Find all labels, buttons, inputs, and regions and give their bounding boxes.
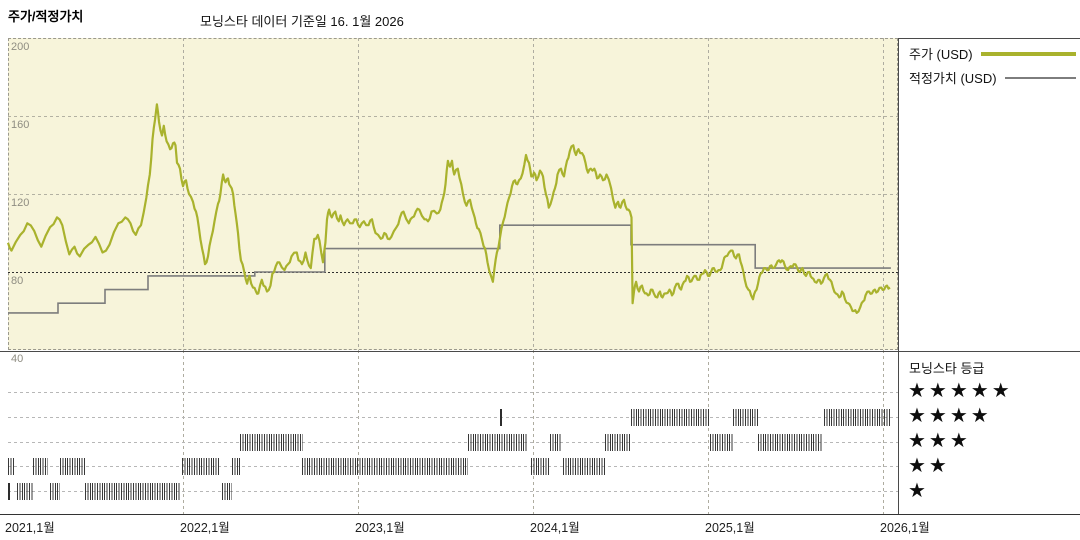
year-gridline-5 [883, 38, 884, 514]
y-axis-label-120: 120 [11, 197, 30, 209]
year-gridline-3 [533, 38, 534, 514]
rating-mark-2star-11 [302, 457, 469, 475]
rating-legend-title: 모닝스타 등급 [909, 361, 985, 376]
rating-mark-2star-5 [59, 457, 85, 475]
rating-mark-3star-19 [709, 433, 734, 451]
rating-mark-1star-1 [8, 482, 10, 500]
legend-item-fair-value[interactable]: 적정가치 (USD) [909, 68, 1076, 87]
star-row-5: ★★★★★ [908, 380, 1013, 402]
year-gridline-2 [358, 38, 359, 514]
x-axis-label-1: 2022,1월 [180, 521, 230, 535]
rating-mark-3star-12 [468, 433, 528, 451]
rating-mark-1star-6 [85, 482, 182, 500]
price-gridline-160 [8, 116, 898, 117]
x-axis-label-3: 2024,1월 [530, 521, 580, 535]
price-gridline-80 [8, 272, 898, 273]
rating-gridline-4star [8, 417, 898, 418]
x-axis-line [0, 514, 1080, 515]
price-line-swatch [980, 51, 1076, 56]
rating-mark-2star-7 [181, 457, 220, 475]
rating-mark-3star-17 [604, 433, 631, 451]
x-axis-label-2: 2023,1월 [355, 521, 405, 535]
price-line [6, 103, 891, 314]
fair-value-line-swatch [1004, 76, 1076, 79]
series-legend-panel: 주가 (USD) 적정가치 (USD) [898, 38, 1080, 351]
star-row-3: ★★★ [908, 430, 971, 452]
section-divider [0, 351, 1080, 352]
star-row-2: ★★ [908, 455, 950, 477]
rating-mark-4star-22 [823, 408, 890, 426]
rating-mark-2star-16 [562, 457, 605, 475]
rating-mark-3star-15 [549, 433, 563, 451]
legend-item-price[interactable]: 주가 (USD) [909, 44, 1076, 63]
x-axis-label-5: 2026,1월 [880, 521, 930, 535]
rating-gridline-3star [8, 442, 898, 443]
star-rows: ★★★★★ ★★★★ ★★★ ★★ ★ [899, 379, 1080, 504]
rating-gridline-1star [8, 491, 898, 492]
rating-mark-2star-9 [232, 457, 241, 475]
y-axis-label-40: 40 [11, 353, 24, 365]
fair-value-legend-label: 적정가치 (USD) [909, 71, 997, 86]
rating-mark-2star-0 [8, 457, 15, 475]
x-axis-label-0: 2021,1월 [5, 521, 55, 535]
rating-mark-4star-18 [631, 408, 710, 426]
rating-mark-3star-21 [758, 433, 824, 451]
chart-title: 주가/적정가치 [8, 9, 84, 24]
rating-gridline-5star [8, 392, 898, 393]
rating-mark-1star-2 [16, 482, 34, 500]
y-axis-label-80: 80 [11, 275, 24, 287]
y-axis-label-160: 160 [11, 119, 30, 131]
rating-mark-1star-4 [50, 482, 60, 500]
rating-legend-panel: 모닝스타 등급 ★★★★★ ★★★★ ★★★ ★★ ★ [898, 352, 1080, 514]
rating-mark-3star-10 [240, 433, 304, 451]
price-gridline-120 [8, 194, 898, 195]
star-row-1: ★ [908, 480, 929, 502]
chart-subtitle: 모닝스타 데이터 기준일 16. 1월 2026 [200, 14, 404, 29]
rating-mark-4star-20 [733, 408, 759, 426]
fair-value-line [8, 224, 891, 314]
star-row-4: ★★★★ [908, 405, 992, 427]
price-legend-label: 주가 (USD) [909, 47, 973, 62]
rating-mark-1star-8 [222, 482, 232, 500]
y-axis-label-200: 200 [11, 41, 30, 53]
rating-mark-4star-13 [499, 408, 502, 426]
rating-mark-2star-14 [530, 457, 550, 475]
x-axis-label-4: 2025,1월 [705, 521, 755, 535]
rating-mark-2star-3 [33, 457, 49, 475]
